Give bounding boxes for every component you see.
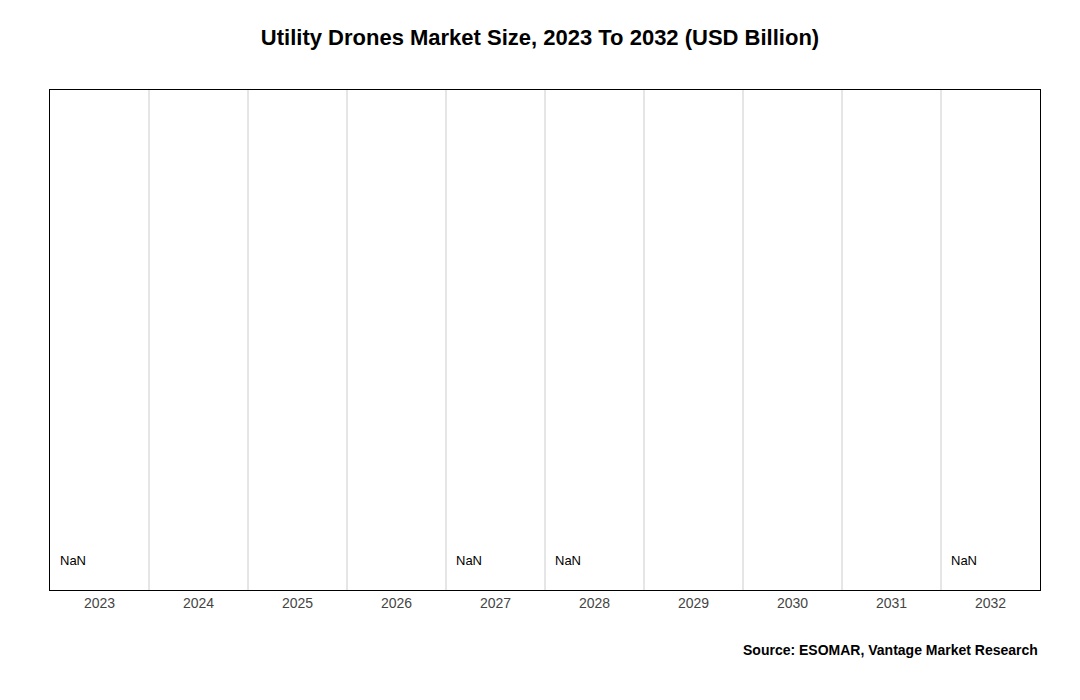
svg-text:NaN: NaN — [951, 553, 977, 568]
svg-text:2031: 2031 — [876, 595, 907, 611]
svg-text:NaN: NaN — [60, 553, 86, 568]
svg-text:Source: ESOMAR, Vantage Market: Source: ESOMAR, Vantage Market Research — [743, 642, 1038, 658]
svg-text:2024: 2024 — [183, 595, 214, 611]
svg-text:2023: 2023 — [84, 595, 115, 611]
svg-text:2025: 2025 — [282, 595, 313, 611]
svg-text:2027: 2027 — [480, 595, 511, 611]
svg-text:2026: 2026 — [381, 595, 412, 611]
svg-text:2029: 2029 — [678, 595, 709, 611]
svg-text:NaN: NaN — [555, 553, 581, 568]
svg-text:NaN: NaN — [456, 553, 482, 568]
svg-text:2030: 2030 — [777, 595, 808, 611]
svg-text:2028: 2028 — [579, 595, 610, 611]
svg-text:2032: 2032 — [975, 595, 1006, 611]
svg-text:Utility Drones Market Size, 20: Utility Drones Market Size, 2023 To 2032… — [261, 25, 819, 50]
